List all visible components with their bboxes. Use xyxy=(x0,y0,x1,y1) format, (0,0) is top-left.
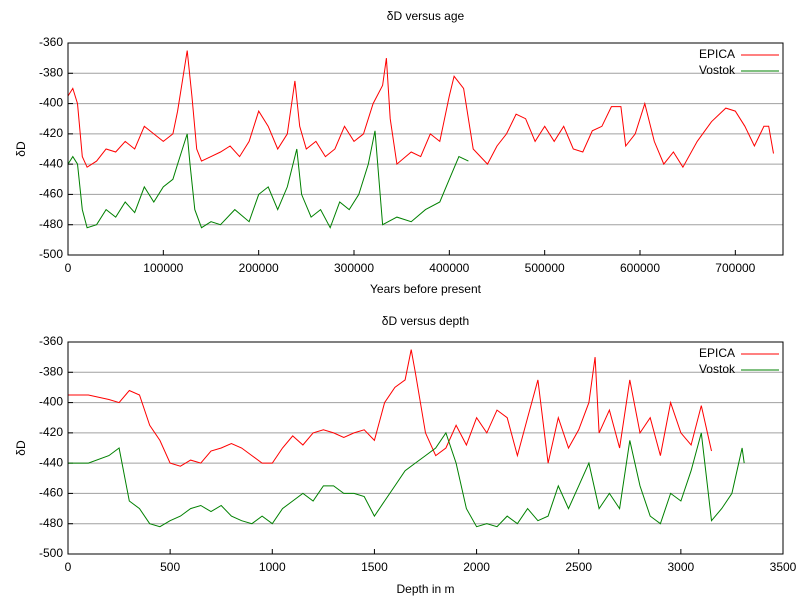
y-tick-label: -480 xyxy=(39,516,63,530)
x-tick-label: 1000 xyxy=(259,560,286,574)
x-tick-label: 600000 xyxy=(620,261,660,275)
x-tick-label: 2500 xyxy=(565,560,592,574)
chart-title: δD versus age xyxy=(387,9,465,23)
y-tick-label: -500 xyxy=(39,247,63,261)
x-axis-label: Depth in m xyxy=(396,582,454,596)
x-tick-label: 0 xyxy=(65,560,72,574)
x-tick-label: 700000 xyxy=(715,261,755,275)
x-tick-label: 2000 xyxy=(463,560,490,574)
data-line xyxy=(67,50,774,169)
y-tick-label: -420 xyxy=(39,126,63,140)
x-tick-label: 0 xyxy=(65,261,72,275)
legend-label: Vostok xyxy=(699,362,736,376)
y-tick-label: -380 xyxy=(39,65,63,79)
legend-label: EPICA xyxy=(699,346,735,360)
y-axis-label: δD xyxy=(14,141,28,157)
y-tick-label: -380 xyxy=(39,364,63,378)
y-tick-label: -460 xyxy=(39,486,63,500)
x-tick-label: 1500 xyxy=(361,560,388,574)
data-line xyxy=(68,431,745,528)
legend-label: EPICA xyxy=(699,47,735,61)
y-tick-label: -480 xyxy=(39,217,63,231)
chart-title: δD versus depth xyxy=(382,314,469,328)
y-tick-label: -460 xyxy=(39,187,63,201)
y-tick-label: -440 xyxy=(39,455,63,469)
y-tick-label: -440 xyxy=(39,156,63,170)
legend-label: Vostok xyxy=(699,63,736,77)
x-tick-label: 200000 xyxy=(239,261,279,275)
y-axis-label: δD xyxy=(14,440,28,456)
y-tick-label: -360 xyxy=(39,334,63,348)
y-tick-label: -400 xyxy=(39,96,63,110)
x-tick-label: 3000 xyxy=(668,560,695,574)
data-line xyxy=(67,130,469,229)
y-tick-label: -400 xyxy=(39,395,63,409)
x-tick-label: 300000 xyxy=(334,261,374,275)
plot-frame xyxy=(67,42,784,256)
x-tick-label: 3500 xyxy=(770,560,797,574)
x-tick-label: 400000 xyxy=(429,261,469,275)
y-tick-label: -500 xyxy=(39,546,63,560)
x-axis-label: Years before present xyxy=(370,282,482,296)
plot-frame xyxy=(67,341,784,555)
y-tick-label: -360 xyxy=(39,35,63,49)
data-line xyxy=(68,349,712,467)
x-tick-label: 500000 xyxy=(525,261,565,275)
x-tick-label: 500 xyxy=(160,560,180,574)
y-tick-label: -420 xyxy=(39,425,63,439)
x-tick-label: 100000 xyxy=(143,261,183,275)
